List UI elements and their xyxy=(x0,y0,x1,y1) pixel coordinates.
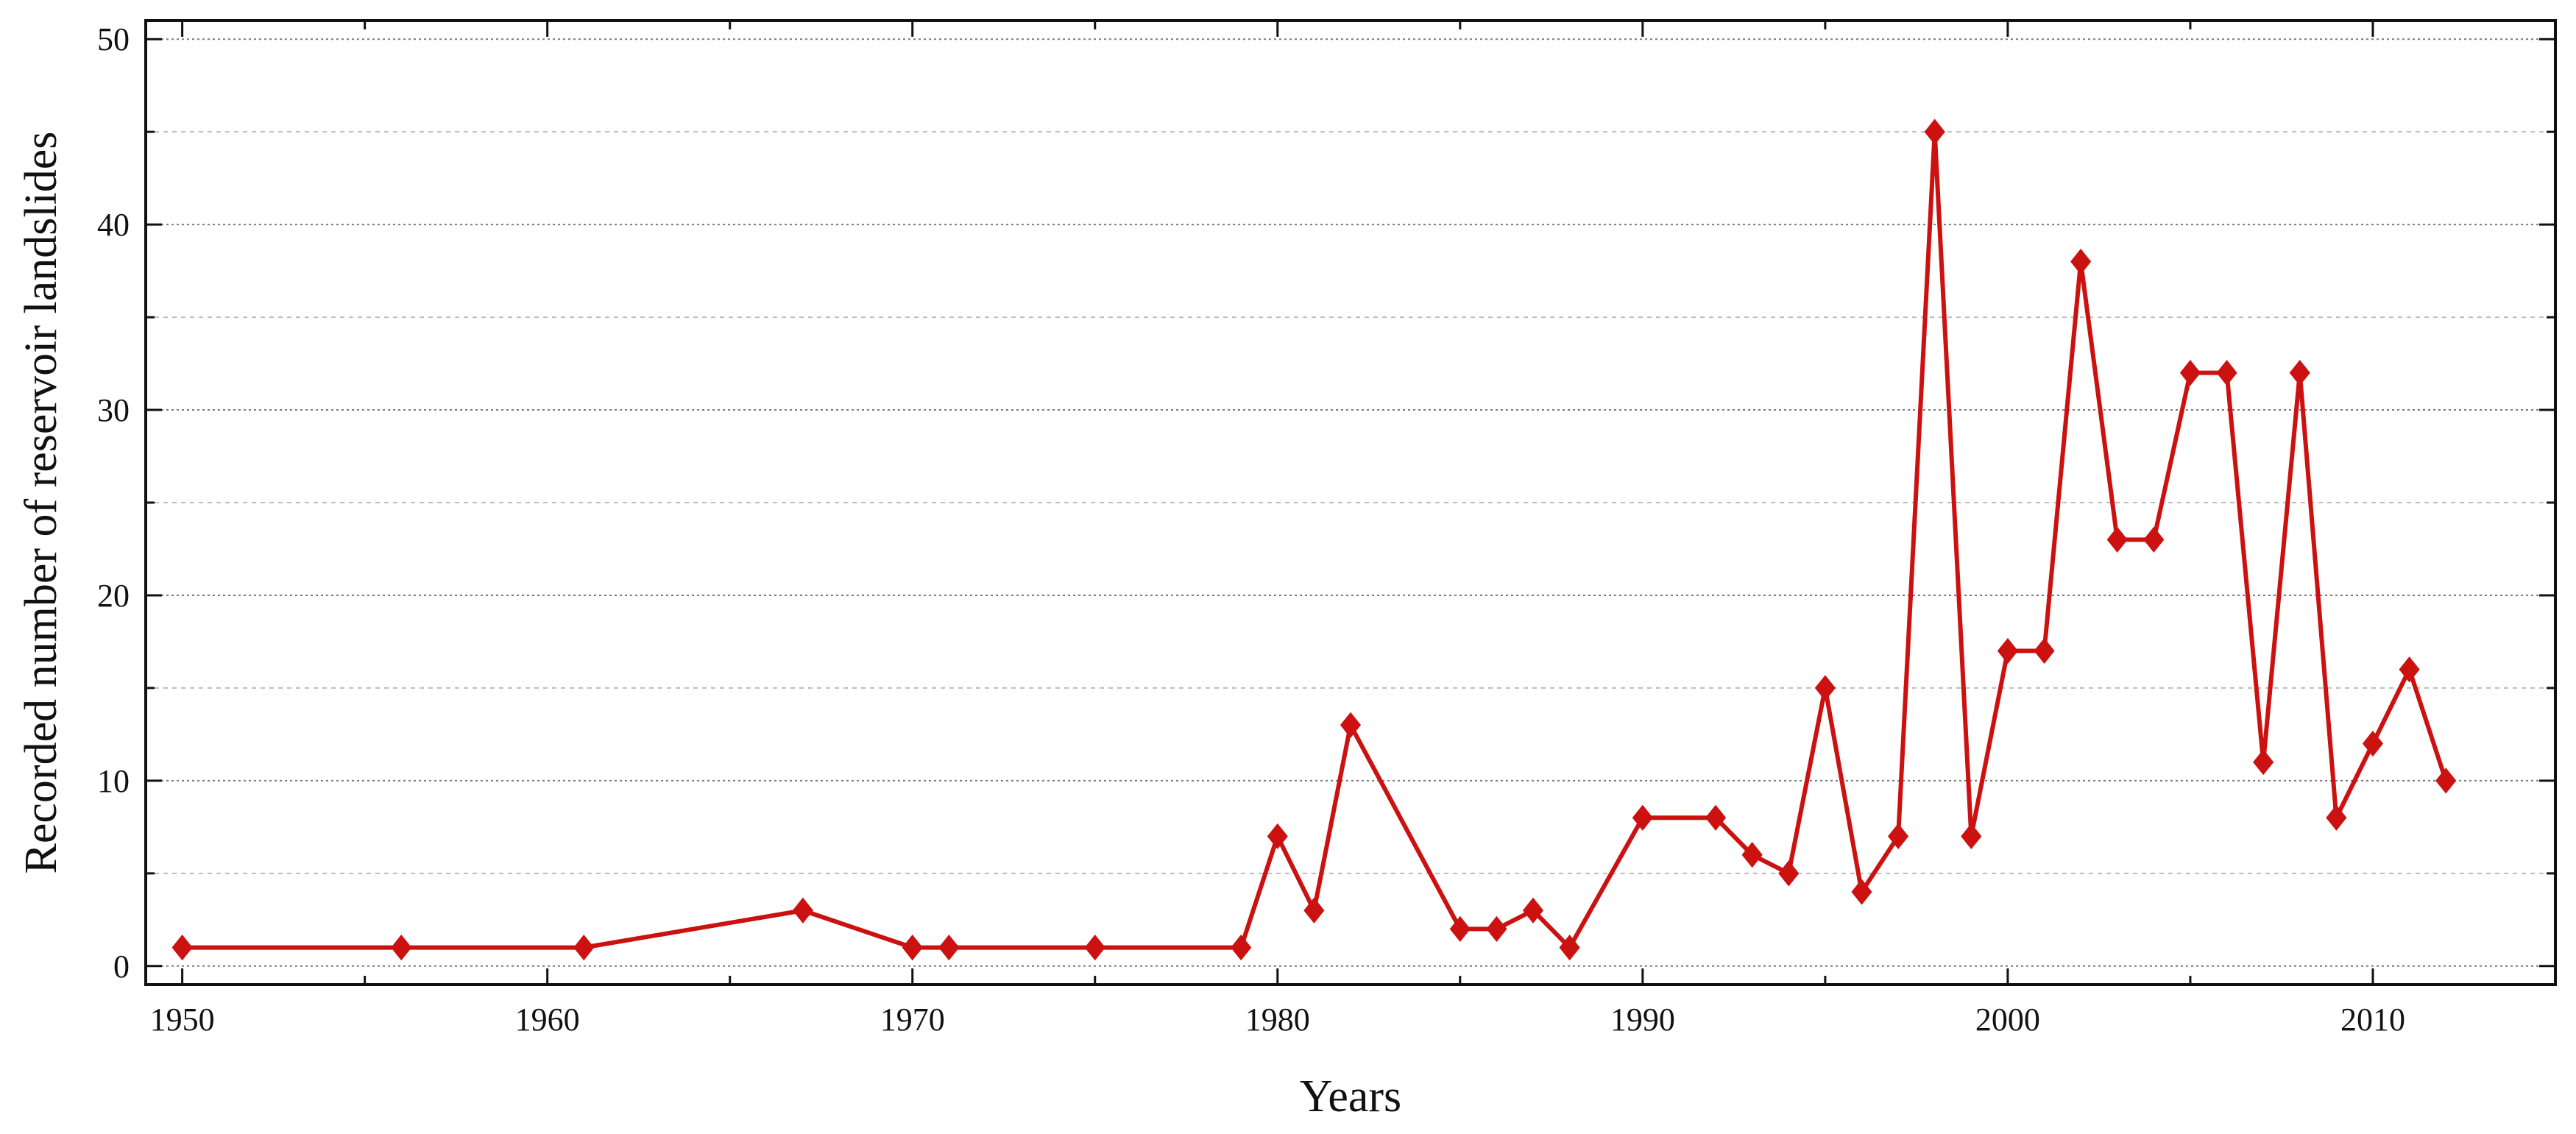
data-point-marker xyxy=(1632,804,1653,831)
data-point-marker xyxy=(1924,118,1945,145)
data-point-marker xyxy=(1559,935,1580,961)
data-point-marker xyxy=(1741,842,1763,868)
data-point-marker xyxy=(1449,915,1471,943)
y-tick-label: 20 xyxy=(97,578,130,614)
x-tick-label: 2000 xyxy=(1975,1002,2040,1038)
x-tick-label: 1980 xyxy=(1245,1002,1310,1038)
data-point-marker xyxy=(2362,730,2384,757)
series-layer xyxy=(182,130,2449,950)
data-point-marker xyxy=(573,935,595,961)
data-point-marker xyxy=(1888,823,1909,850)
data-point-marker xyxy=(1084,935,1105,961)
data-point-marker xyxy=(2179,360,2201,386)
x-tick-label: 1970 xyxy=(880,1002,945,1038)
data-point-marker xyxy=(1961,823,1982,850)
ticks xyxy=(146,21,2557,985)
data-point-marker xyxy=(1303,897,1325,924)
data-point-marker xyxy=(171,935,193,961)
data-point-marker xyxy=(2070,248,2092,275)
data-point-marker xyxy=(2143,526,2165,553)
data-point-marker xyxy=(1814,675,1836,701)
y-tick-label: 40 xyxy=(97,207,130,243)
data-point-marker xyxy=(1997,637,2018,665)
data-point-marker xyxy=(2435,768,2457,794)
data-point-marker xyxy=(1522,897,1544,924)
data-point-marker xyxy=(1705,804,1727,831)
data-point-marker xyxy=(2289,360,2310,386)
series-line xyxy=(182,130,2449,950)
data-point-marker xyxy=(1486,915,1507,943)
data-point-marker xyxy=(1340,712,1362,738)
grid xyxy=(146,38,2555,967)
tick-labels: 0 10 20 30 40 50 1950 1960 1970 1980 1990 2000 2010 xyxy=(97,21,2405,1038)
data-point-marker xyxy=(2326,804,2347,831)
y-tick-label: 10 xyxy=(97,763,130,799)
data-point-marker xyxy=(2253,749,2274,776)
x-tick-label: 1950 xyxy=(150,1002,215,1038)
x-tick-label: 1960 xyxy=(515,1002,580,1038)
x-tick-label: 1990 xyxy=(1610,1002,1675,1038)
data-point-marker xyxy=(1267,823,1288,850)
data-point-marker xyxy=(1851,879,1872,905)
x-axis-title: Years xyxy=(1300,1071,1401,1121)
data-point-marker xyxy=(2106,526,2128,553)
data-point-marker xyxy=(391,935,412,961)
data-point-marker xyxy=(938,935,960,961)
data-point-marker xyxy=(792,897,813,924)
data-point-marker xyxy=(2216,360,2237,386)
x-tick-label: 2010 xyxy=(2340,1002,2405,1038)
data-point-marker xyxy=(2034,637,2055,665)
data-point-marker xyxy=(2399,656,2420,683)
y-tick-label: 0 xyxy=(113,949,130,985)
marker-layer xyxy=(171,118,2457,961)
data-point-marker xyxy=(1778,860,1800,887)
y-axis-title: Recorded number of reservoir landslides xyxy=(16,132,66,874)
data-point-marker xyxy=(902,935,923,961)
y-tick-label: 30 xyxy=(97,392,130,428)
y-tick-label: 50 xyxy=(97,21,130,57)
data-point-marker xyxy=(1231,935,1252,961)
